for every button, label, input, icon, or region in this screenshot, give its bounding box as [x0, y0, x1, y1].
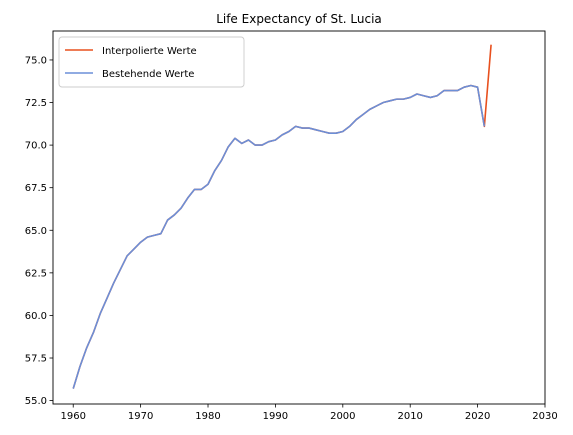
x-tick-label: 2020 — [465, 411, 490, 422]
legend-box — [58, 36, 245, 88]
plot-area — [52, 30, 546, 405]
x-tick-label: 2010 — [397, 411, 422, 422]
y-tick-label: 62.5 — [25, 268, 47, 279]
y-tick-label: 65.0 — [25, 226, 47, 237]
legend: Interpolierte Werte Bestehende Werte — [58, 36, 245, 88]
x-tick-label: 1990 — [263, 411, 288, 422]
y-tick-label: 75.0 — [25, 55, 47, 66]
x-tick-label: 1960 — [60, 411, 85, 422]
x-tick-label: 2030 — [532, 411, 557, 422]
x-tick-label: 1970 — [128, 411, 153, 422]
y-tick-label: 72.5 — [25, 98, 47, 109]
y-tick-label: 60.0 — [25, 311, 47, 322]
plot-border — [52, 30, 546, 405]
legend-label-existing: Bestehende Werte — [102, 69, 194, 80]
y-tick-label: 55.0 — [25, 396, 47, 407]
x-tick-label: 2000 — [330, 411, 355, 422]
y-axis: 55.0 57.5 60.0 62.5 65.0 67.5 70.0 72.5 75.0 — [25, 55, 53, 407]
y-tick-label: 57.5 — [25, 354, 47, 365]
series-line-existing — [72, 84, 486, 389]
plot-background — [53, 31, 545, 404]
chart-title: Life Expectancy of St. Lucia — [216, 12, 382, 26]
series-layer — [72, 44, 492, 389]
y-tick-label: 70.0 — [25, 141, 47, 152]
y-tick-label: 67.5 — [25, 183, 47, 194]
x-tick-label: 1980 — [195, 411, 220, 422]
x-axis: 1960 1970 1980 1990 2000 2010 2020 2030 — [60, 404, 558, 422]
legend-label-interpolated: Interpolierte Werte — [102, 46, 197, 57]
